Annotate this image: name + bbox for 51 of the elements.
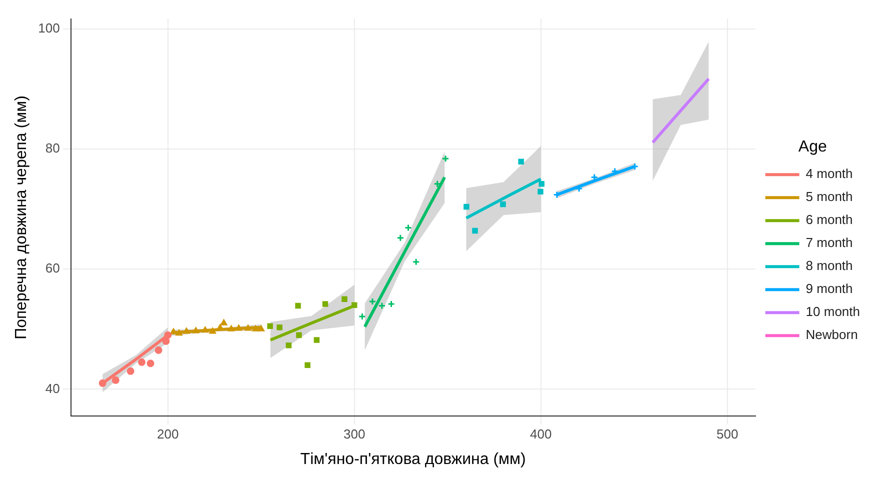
point bbox=[258, 325, 264, 332]
y-tick-label: 60 bbox=[45, 260, 60, 276]
legend-label: 9 month bbox=[806, 281, 853, 296]
y-tick-label: 40 bbox=[45, 380, 60, 396]
y-tick-label: 80 bbox=[45, 140, 60, 156]
point bbox=[304, 362, 310, 368]
legend-label: 4 month bbox=[806, 166, 853, 182]
point bbox=[631, 162, 639, 170]
point bbox=[538, 188, 544, 195]
x-tick-label: 200 bbox=[157, 426, 179, 442]
x-axis-title: Тім'яно-п'яткова довжина (мм) bbox=[300, 450, 526, 468]
point bbox=[276, 324, 282, 330]
point bbox=[472, 228, 478, 234]
point bbox=[388, 300, 396, 308]
point bbox=[295, 302, 301, 309]
point bbox=[220, 319, 228, 326]
y-axis-title: Поперечна довжина черепа (мм) bbox=[13, 96, 30, 340]
legend-title: Age bbox=[798, 138, 827, 156]
point bbox=[368, 298, 376, 306]
point bbox=[553, 190, 561, 198]
point bbox=[146, 360, 154, 368]
x-tick-label: 400 bbox=[530, 426, 552, 442]
point bbox=[538, 181, 544, 187]
point bbox=[396, 234, 404, 242]
point bbox=[267, 323, 273, 330]
point bbox=[126, 367, 134, 375]
point bbox=[412, 258, 420, 266]
point bbox=[518, 158, 524, 165]
point bbox=[112, 376, 120, 384]
legend-label: 10 month bbox=[806, 304, 860, 320]
point bbox=[154, 346, 162, 354]
point bbox=[464, 204, 470, 210]
y-tick-label: 100 bbox=[38, 20, 60, 36]
point bbox=[342, 296, 348, 302]
point bbox=[296, 332, 302, 338]
legend-label: 6 month bbox=[806, 212, 853, 228]
legend-label: 5 month bbox=[806, 189, 853, 204]
point bbox=[322, 301, 328, 307]
point bbox=[138, 358, 146, 366]
point bbox=[500, 201, 506, 208]
x-tick-label: 500 bbox=[716, 426, 738, 442]
legend-label: Newborn bbox=[806, 327, 858, 342]
point bbox=[358, 312, 366, 320]
legend-label: 7 month bbox=[806, 235, 853, 250]
legend-label: 8 month bbox=[806, 258, 853, 274]
point bbox=[286, 342, 292, 348]
x-tick-label: 300 bbox=[344, 426, 366, 442]
point bbox=[378, 302, 386, 310]
point bbox=[314, 337, 320, 343]
point bbox=[442, 154, 450, 162]
point bbox=[404, 224, 412, 232]
